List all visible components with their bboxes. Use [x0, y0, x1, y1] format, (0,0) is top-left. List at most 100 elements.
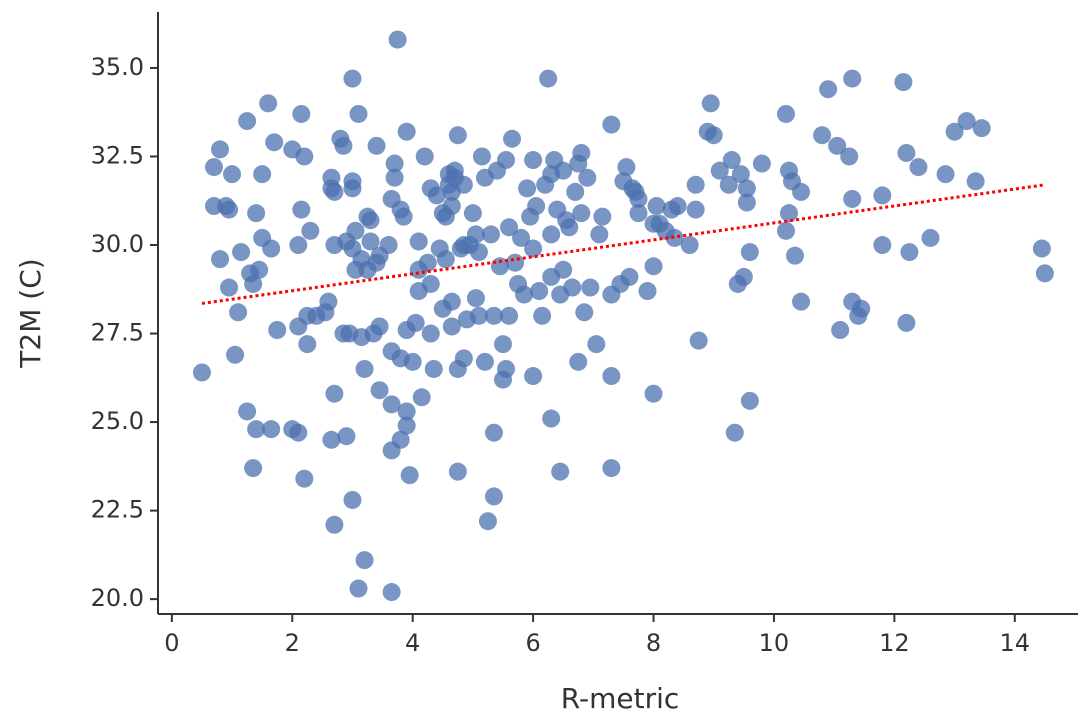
scatter-point	[442, 197, 461, 216]
scatter-point	[786, 246, 805, 265]
scatter-point	[223, 165, 242, 184]
scatter-point	[566, 182, 585, 201]
scatter-point	[322, 168, 341, 187]
scatter-point	[217, 197, 236, 216]
scatter-point	[397, 402, 416, 421]
scatter-point	[484, 306, 503, 325]
scatter-point	[710, 161, 729, 180]
scatter-point	[334, 136, 353, 155]
scatter-point	[734, 267, 753, 286]
x-axis-label: R-metric	[561, 682, 680, 715]
y-tick-label: 22.5	[91, 496, 144, 524]
scatter-point	[427, 186, 446, 205]
scatter-point	[828, 136, 847, 155]
scatter-point	[779, 204, 798, 223]
scatter-point	[337, 427, 356, 446]
scatter-point	[244, 459, 263, 478]
scatter-point	[936, 165, 955, 184]
y-tick-label: 32.5	[91, 141, 144, 169]
scatter-point	[379, 236, 398, 255]
scatter-point	[831, 320, 850, 339]
scatter-point	[542, 409, 561, 428]
scatter-point	[355, 359, 374, 378]
scatter-point	[232, 243, 251, 262]
x-tick-label: 4	[405, 629, 420, 657]
scatter-point	[204, 158, 223, 177]
scatter-point	[391, 430, 410, 449]
scatter-point	[909, 158, 928, 177]
scatter-point	[966, 172, 985, 191]
scatter-point	[466, 289, 485, 308]
scatter-point	[569, 352, 588, 371]
scatter-point	[370, 381, 389, 400]
scatter-point	[192, 363, 211, 382]
scatter-point	[382, 583, 401, 602]
scatter-point	[436, 250, 455, 269]
x-tick-label: 6	[525, 629, 540, 657]
scatter-point	[229, 303, 248, 322]
scatter-point	[587, 335, 606, 354]
y-tick-label: 25.0	[91, 407, 144, 435]
scatter-point	[400, 466, 419, 485]
scatter-point	[722, 151, 741, 170]
scatter-point	[620, 267, 639, 286]
scatter-point	[740, 243, 759, 262]
scatter-point	[289, 236, 308, 255]
scatter-point	[731, 165, 750, 184]
scatter-point	[442, 317, 461, 336]
scatter-point	[497, 359, 516, 378]
scatter-point	[572, 143, 591, 162]
scatter-point	[494, 335, 512, 354]
scatter-point	[873, 186, 892, 205]
scatter-point	[843, 69, 862, 88]
x-tick-label: 0	[164, 629, 179, 657]
x-tick-label: 2	[285, 629, 300, 657]
scatter-point	[259, 94, 278, 113]
scatter-point	[701, 94, 720, 113]
scatter-point	[295, 147, 314, 166]
scatter-point	[220, 278, 239, 297]
scatter-point	[740, 391, 759, 410]
y-tick-label: 27.5	[91, 319, 144, 347]
scatter-point	[590, 225, 609, 244]
scatter-point	[873, 236, 892, 255]
scatter-point	[644, 384, 663, 403]
scatter-point	[466, 225, 485, 244]
scatter-point	[292, 104, 311, 123]
y-tick-label: 30.0	[91, 230, 144, 258]
scatter-point	[843, 189, 862, 208]
x-tick-label: 14	[1000, 629, 1031, 657]
scatter-point	[617, 158, 636, 177]
scatter-point	[289, 423, 308, 442]
scatter-point	[298, 335, 317, 354]
scatter-point	[668, 197, 687, 216]
scatter-point	[524, 151, 543, 170]
scatter-point	[972, 119, 991, 138]
scatter-point	[792, 182, 811, 201]
scatter-point	[530, 282, 549, 301]
scatter-point	[472, 147, 491, 166]
scatter-point	[322, 430, 341, 449]
scatter-point	[454, 349, 473, 368]
scatter-point	[572, 204, 591, 223]
scatter-point	[819, 80, 838, 99]
scatter-point	[581, 278, 600, 297]
scatter-point	[421, 324, 440, 343]
scatter-point	[349, 579, 368, 598]
scatter-point	[840, 147, 859, 166]
scatter-point	[238, 112, 257, 131]
scatter-point	[346, 221, 365, 240]
scatter-point	[719, 175, 738, 194]
scatter-point	[343, 69, 362, 88]
scatter-point	[484, 423, 503, 442]
scatter-point	[725, 423, 744, 442]
scatter-point	[500, 218, 519, 237]
scatter-point	[343, 490, 362, 509]
scatter-point	[406, 313, 425, 332]
scatter-point	[737, 179, 756, 198]
scatter-point	[512, 228, 531, 247]
scatter-point	[542, 225, 561, 244]
scatter-point	[211, 250, 230, 269]
scatter-point	[527, 197, 546, 216]
